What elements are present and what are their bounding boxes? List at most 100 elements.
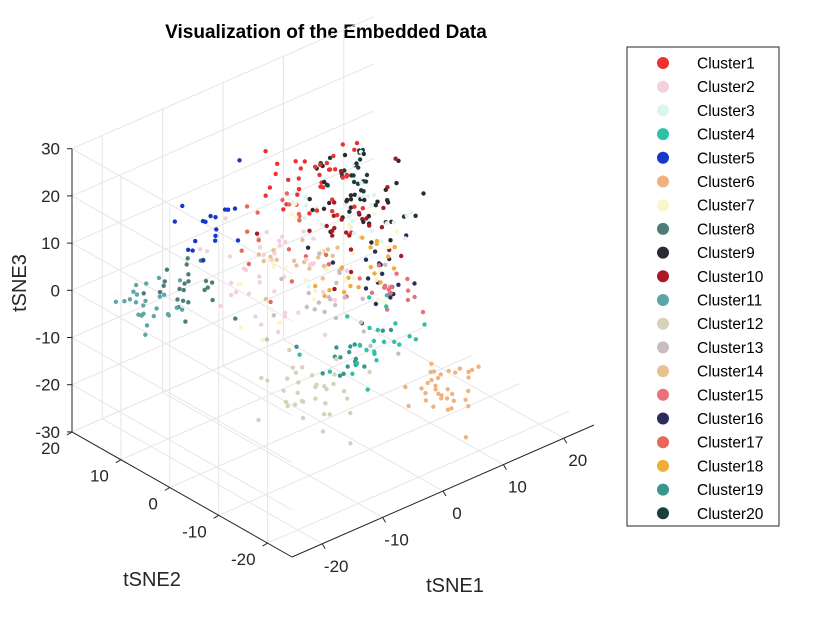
point-cluster19 [362,364,367,369]
point-cluster7 [371,211,377,217]
point-cluster11 [134,292,140,297]
point-cluster8 [175,297,180,302]
point-cluster9 [413,213,418,218]
point-cluster6 [466,388,471,394]
point-cluster6 [451,398,456,403]
point-cluster1 [307,211,312,216]
point-cluster7 [382,300,387,305]
point-cluster1 [326,167,332,172]
point-cluster1 [295,192,300,197]
point-cluster1 [298,166,303,171]
point-cluster12 [296,380,301,385]
point-cluster5 [214,227,219,232]
point-cluster6 [433,383,438,388]
point-cluster11 [161,292,167,297]
point-cluster15 [387,291,393,296]
gridline-z-left [71,242,293,369]
point-cluster13 [368,343,373,349]
point-cluster10 [254,231,260,236]
point-cluster8 [182,281,187,286]
y-tick-mark [262,542,268,547]
point-cluster5 [213,238,218,243]
point-cluster3 [409,210,414,215]
point-cluster9 [354,161,359,166]
point-cluster5 [186,247,191,252]
point-cluster13 [332,302,338,308]
scatter-points [113,140,481,446]
point-cluster10 [339,217,344,222]
x-tick-label: 20 [568,451,587,470]
point-cluster1 [273,171,278,177]
gridline-z-back [71,299,375,433]
legend-label-cluster19: Cluster19 [697,482,763,499]
point-cluster3 [403,236,408,241]
point-cluster7 [343,278,348,283]
point-cluster4 [393,321,398,326]
point-cluster18 [356,285,361,290]
point-cluster14 [261,259,266,264]
point-cluster6 [431,369,437,374]
point-cluster8 [162,279,167,284]
point-cluster12 [283,399,289,405]
point-cluster1 [317,172,322,178]
point-cluster12 [331,381,336,387]
point-cluster2 [277,243,283,248]
point-cluster9 [342,152,348,158]
point-cluster10 [324,223,329,229]
z-tick-label: 20 [41,187,60,206]
point-cluster3 [369,228,375,233]
point-cluster12 [309,373,315,378]
point-cluster13 [312,307,317,312]
point-cluster7 [351,276,357,281]
point-cluster4 [345,314,350,319]
point-cluster11 [133,300,139,305]
point-cluster10 [330,233,335,238]
gridline-x-floor [222,365,444,492]
point-cluster20 [364,172,370,178]
point-cluster12 [320,429,326,434]
point-cluster19 [388,327,394,333]
point-cluster9 [394,180,399,186]
point-cluster2 [257,274,262,279]
point-cluster7 [350,251,355,256]
point-cluster9 [322,179,327,185]
legend-marker-cluster9 [657,246,669,259]
point-cluster10 [379,225,385,230]
z-tick-label: -10 [35,329,60,348]
point-cluster10 [348,247,354,252]
point-cluster6 [449,406,454,411]
point-cluster2 [321,289,326,295]
point-cluster5 [213,215,218,220]
point-cluster10 [348,269,354,275]
point-cluster13 [334,280,339,286]
point-cluster17 [297,218,302,223]
point-cluster11 [143,332,148,337]
point-cluster6 [469,367,475,373]
point-cluster9 [347,209,352,214]
point-cluster12 [313,384,318,390]
point-cluster18 [313,283,318,289]
point-cluster7 [289,212,294,217]
point-cluster4 [374,358,379,363]
point-cluster12 [301,399,306,404]
point-cluster11 [156,275,162,281]
point-cluster12 [348,410,353,416]
point-cluster8 [161,283,166,288]
point-cluster20 [325,183,330,188]
point-cluster3 [391,220,396,225]
point-cluster1 [331,153,336,159]
point-cluster6 [476,364,481,369]
point-cluster4 [354,360,360,366]
point-cluster4 [327,369,333,374]
legend-marker-cluster5 [657,151,669,164]
point-cluster7 [294,215,299,220]
point-cluster19 [337,373,343,378]
point-cluster17 [289,279,295,284]
point-cluster12 [265,378,270,383]
point-cluster2 [229,280,234,286]
gridline-z-left [71,148,293,275]
point-cluster16 [365,276,371,281]
point-cluster1 [340,142,345,147]
point-cluster4 [413,337,419,342]
point-cluster3 [369,203,374,208]
